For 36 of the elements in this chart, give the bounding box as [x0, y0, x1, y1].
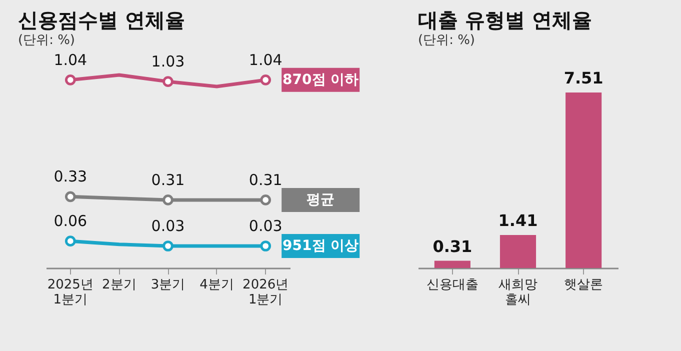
- data-label: 1.03: [151, 52, 185, 71]
- data-label: 0.03: [151, 217, 185, 235]
- x-tick-label: 3분기: [150, 278, 186, 292]
- x-tick-label: 신용대출: [426, 278, 478, 292]
- data-label: 0.33: [54, 168, 88, 186]
- chart-subtitle: (단위: %): [418, 33, 476, 48]
- series-label: 951점 이상: [282, 238, 359, 254]
- point: [64, 74, 76, 86]
- data-label: 0.31: [151, 170, 185, 189]
- data-label: 7.51: [564, 68, 604, 88]
- chart-title: 대출 유형별 연체율: [418, 8, 592, 32]
- data-label: 0.31: [432, 236, 472, 256]
- series-label: 870점 이하: [282, 72, 359, 88]
- x-tick-label: 2025년 1분기: [47, 278, 94, 308]
- data-label: 0.31: [248, 170, 282, 189]
- point: [64, 191, 76, 202]
- data-label: 1.41: [498, 211, 538, 230]
- data-label: 1.04: [248, 50, 282, 69]
- point: [260, 240, 272, 252]
- data-label: 0.03: [248, 217, 282, 235]
- point: [162, 194, 174, 206]
- point: [162, 240, 174, 252]
- point: [64, 236, 76, 246]
- point: [260, 74, 272, 86]
- point: [260, 194, 272, 206]
- x-tick-label: 새희망 홀씨: [498, 278, 538, 308]
- point: [162, 76, 174, 87]
- x-tick-label: 2분기: [102, 278, 136, 292]
- chart-title: 신용점수별 연체율: [18, 8, 185, 32]
- chart-subtitle: (단위: %): [18, 32, 76, 48]
- x-tick-label: 2026년 1분기: [242, 278, 289, 308]
- data-label: 1.04: [54, 50, 88, 69]
- data-label: 0.06: [54, 212, 88, 230]
- text: 평균: [306, 192, 335, 208]
- x-tick-label: 4분기: [200, 278, 234, 292]
- x-tick-label: 햇살론: [564, 278, 604, 292]
